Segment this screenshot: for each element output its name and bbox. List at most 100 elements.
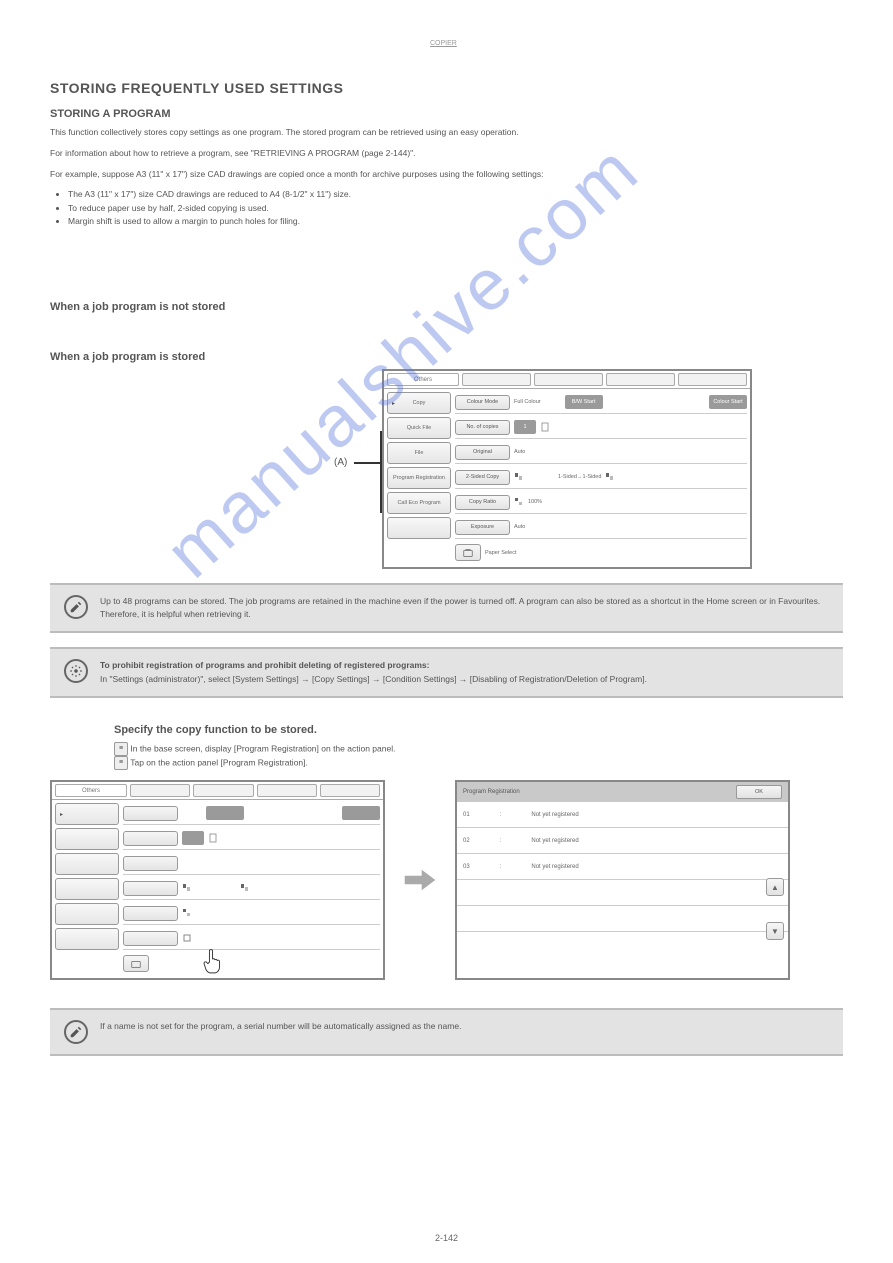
sb-l-2[interactable] <box>55 828 119 850</box>
screen-right: Program Registration OK 01 : Not yet reg… <box>455 780 790 980</box>
header-breadcrumb: COPIER <box>430 40 457 47</box>
example-label: When a job program is not stored <box>50 301 843 313</box>
sb-l-6[interactable] <box>55 928 119 950</box>
pill-l-6[interactable] <box>123 931 178 946</box>
sidebar-eco[interactable]: Call Eco Program <box>387 492 451 514</box>
bullet-2: To reduce paper use by half, 2-sided cop… <box>68 202 843 216</box>
colour-start-button[interactable]: Colour Start <box>709 395 747 409</box>
l-colour[interactable] <box>342 806 380 820</box>
intro-1: This function collectively stores copy s… <box>50 126 843 139</box>
pill-l-3[interactable] <box>123 856 178 871</box>
content: Colour Mode Full Colour B/W Start Colour… <box>455 392 747 564</box>
sidebar-quickfile[interactable]: Quick File <box>387 417 451 439</box>
pill-2sided[interactable]: 2-Sided Copy <box>455 470 510 485</box>
inline-icon-2: ≡ <box>114 756 128 770</box>
two-sided-icon-1 <box>514 472 524 482</box>
screen-left-tabs: Others <box>52 782 383 800</box>
pencil-icon <box>64 595 88 619</box>
tab-5[interactable] <box>678 373 747 386</box>
tab-l-1[interactable]: Others <box>55 784 127 797</box>
screen-panel: Others ▸Copy Quick File File Program Reg… <box>382 369 752 569</box>
section-subtitle: STORING A PROGRAM <box>50 108 843 120</box>
sb-l-1[interactable]: ▸ <box>55 803 119 825</box>
section-title: STORING FREQUENTLY USED SETTINGS <box>50 80 843 96</box>
tab-l-5[interactable] <box>320 784 380 797</box>
l-bw[interactable] <box>206 806 244 820</box>
sidebar-6[interactable] <box>387 517 451 539</box>
ok-button[interactable]: OK <box>736 785 782 799</box>
sb-l-3[interactable] <box>55 853 119 875</box>
bullet-1: The A3 (11" x 17") size CAD drawings are… <box>68 188 843 202</box>
scroll-down-button[interactable]: ▼ <box>766 922 784 940</box>
sidebar-file[interactable]: File <box>387 442 451 464</box>
ratio-icon <box>514 497 524 507</box>
l-page-icon <box>208 833 218 843</box>
page-icon <box>540 422 550 432</box>
list-item-1[interactable]: 01 : Not yet registered <box>457 802 788 828</box>
bw-start-button[interactable]: B/W Start <box>565 395 603 409</box>
item-3-label: Not yet registered <box>531 864 578 870</box>
tab-2[interactable] <box>462 373 531 386</box>
settings-bar: To prohibit registration of programs and… <box>50 647 843 699</box>
pill-original[interactable]: Original <box>455 445 510 460</box>
sb-l-5[interactable] <box>55 903 119 925</box>
tab-3[interactable] <box>534 373 603 386</box>
hand-pointer-icon <box>198 948 224 976</box>
exposure-value: Auto <box>514 524 525 530</box>
copies-value: 1 <box>514 420 536 434</box>
settings-bar-body: In "Settings (administrator)", select [S… <box>100 673 829 686</box>
ratio-value: 100% <box>528 499 542 505</box>
pencil-icon-2 <box>64 1020 88 1044</box>
list-header-label: Program Registration <box>463 789 520 795</box>
sb-l-4[interactable] <box>55 878 119 900</box>
pill-l-copies[interactable] <box>123 831 178 846</box>
bullet-3: Margin shift is used to allow a margin t… <box>68 215 843 229</box>
note-bar-2-text: If a name is not set for the program, a … <box>100 1020 829 1033</box>
tab-l-3[interactable] <box>193 784 253 797</box>
list-item-3[interactable]: 03 : Not yet registered <box>457 854 788 880</box>
step2-title: Specify the copy function to be stored. <box>114 724 395 736</box>
callout-line <box>354 462 380 464</box>
pill-exposure[interactable]: Exposure <box>455 520 510 535</box>
original-value: Auto <box>514 449 525 455</box>
item-2-num: 02 <box>463 838 470 844</box>
pill-l-5[interactable] <box>123 906 178 921</box>
intro-2: For information about how to retrieve a … <box>50 147 843 160</box>
tab-l-4[interactable] <box>257 784 317 797</box>
note-bar-2: If a name is not set for the program, a … <box>50 1008 843 1056</box>
pill-ratio[interactable]: Copy Ratio <box>455 495 510 510</box>
note-bar-1-text: Up to 48 programs can be stored. The job… <box>100 595 829 621</box>
pill-l-4[interactable] <box>123 881 178 896</box>
l-icon-6 <box>182 933 192 943</box>
page-number: 2-142 <box>0 1233 893 1243</box>
note-bar-1: Up to 48 programs can be stored. The job… <box>50 583 843 633</box>
l-paper-btn[interactable] <box>123 955 149 972</box>
intro-3: For example, suppose A3 (11" x 17") size… <box>50 168 843 181</box>
two-sided-icon-2 <box>605 472 615 482</box>
sidebar-copy[interactable]: ▸Copy <box>387 392 451 414</box>
l-icon-4a <box>182 883 192 893</box>
tab-others[interactable]: Others <box>387 373 459 386</box>
tab-l-2[interactable] <box>130 784 190 797</box>
scroll-up-button[interactable]: ▲ <box>766 878 784 896</box>
list-item-2[interactable]: 02 : Not yet registered <box>457 828 788 854</box>
gear-icon <box>64 659 88 683</box>
colour-mode-value: Full Colour <box>514 399 541 405</box>
pill-l-colour[interactable] <box>123 806 178 821</box>
step2-body-b: Tap on the action panel [Program Registr… <box>130 757 308 767</box>
paper-select-button[interactable] <box>455 544 481 561</box>
item-1-num: 01 <box>463 812 470 818</box>
l-icon-5 <box>182 908 192 918</box>
settings-bar-title: To prohibit registration of programs and… <box>100 659 829 672</box>
l-copies-val <box>182 831 204 845</box>
pill-copies[interactable]: No. of copies <box>455 420 510 435</box>
list-item-4[interactable] <box>457 880 788 906</box>
item-1-label: Not yet registered <box>531 812 578 818</box>
sidebar-program-reg[interactable]: Program Registration <box>387 467 451 489</box>
list-item-6[interactable] <box>457 932 788 958</box>
list-item-5[interactable] <box>457 906 788 932</box>
item-2-label: Not yet registered <box>531 838 578 844</box>
example-label-2: When a job program is stored <box>50 351 843 363</box>
tab-4[interactable] <box>606 373 675 386</box>
pill-colour-mode[interactable]: Colour Mode <box>455 395 510 410</box>
